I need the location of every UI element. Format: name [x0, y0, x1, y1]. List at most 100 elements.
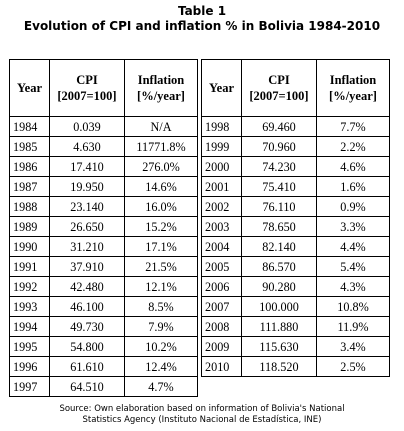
- cell-year: 2002: [201, 196, 242, 217]
- cell-year: 2004: [201, 236, 242, 257]
- table-row: 1988 23.140 16.0%: [9, 196, 198, 217]
- cell-inflation: 4.4%: [316, 236, 390, 257]
- cell-cpi: 0.039: [49, 116, 125, 137]
- cell-inflation: 15.2%: [124, 216, 198, 237]
- cell-year: 1995: [9, 336, 50, 357]
- header-inflation-line1: Inflation: [329, 73, 377, 87]
- cell-cpi: 90.280: [241, 276, 317, 297]
- header-inflation-line1: Inflation: [137, 73, 185, 87]
- table-row: 1989 26.650 15.2%: [9, 216, 198, 237]
- cell-inflation: 4.7%: [124, 376, 198, 397]
- cell-year: 1990: [9, 236, 50, 257]
- table-row: 1995 54.800 10.2%: [9, 336, 198, 357]
- cell-year: 1988: [9, 196, 50, 217]
- cell-year: 2005: [201, 256, 242, 277]
- table-row: 2008 111.880 11.9%: [201, 316, 390, 337]
- cell-inflation: 11.9%: [316, 316, 390, 337]
- table-row: 2009 115.630 3.4%: [201, 336, 390, 357]
- source-note-line2: Statistics Agency (Instituto Nacional de…: [82, 415, 322, 425]
- cell-year: 2008: [201, 316, 242, 337]
- cell-cpi: 82.140: [241, 236, 317, 257]
- cell-cpi: 70.960: [241, 136, 317, 157]
- header-inflation-line2: [%/year]: [137, 89, 185, 103]
- table-row: 2007 100.000 10.8%: [201, 296, 390, 317]
- cell-cpi: 31.210: [49, 236, 125, 257]
- header-cpi-line1: CPI: [76, 73, 98, 87]
- cell-cpi: 75.410: [241, 176, 317, 197]
- header-year: Year: [201, 59, 242, 117]
- header-cpi-line2: [2007=100]: [249, 89, 309, 103]
- table-row: 1993 46.100 8.5%: [9, 296, 198, 317]
- cell-year: 1986: [9, 156, 50, 177]
- table-row: 2006 90.280 4.3%: [201, 276, 390, 297]
- cell-year: 2007: [201, 296, 242, 317]
- header-cpi: CPI [2007=100]: [241, 59, 317, 117]
- cell-cpi: 42.480: [49, 276, 125, 297]
- cell-cpi: 54.800: [49, 336, 125, 357]
- cell-inflation: 276.0%: [124, 156, 198, 177]
- cell-inflation: 14.6%: [124, 176, 198, 197]
- cell-inflation: 0.9%: [316, 196, 390, 217]
- cell-inflation: 17.1%: [124, 236, 198, 257]
- cell-year: 2001: [201, 176, 242, 197]
- table-row: 1994 49.730 7.9%: [9, 316, 198, 337]
- table-row: 1984 0.039 N/A: [9, 116, 198, 137]
- header-inflation-line2: [%/year]: [329, 89, 377, 103]
- table-title: Table 1: [177, 4, 227, 18]
- cell-cpi: 49.730: [49, 316, 125, 337]
- table-row: 1992 42.480 12.1%: [9, 276, 198, 297]
- cell-cpi: 100.000: [241, 296, 317, 317]
- cell-cpi: 76.110: [241, 196, 317, 217]
- cell-inflation: 11771.8%: [124, 136, 198, 157]
- cell-year: 1984: [9, 116, 50, 137]
- cell-inflation: 2.2%: [316, 136, 390, 157]
- cell-cpi: 4.630: [49, 136, 125, 157]
- cell-inflation: 12.1%: [124, 276, 198, 297]
- cell-cpi: 74.230: [241, 156, 317, 177]
- cell-year: 2003: [201, 216, 242, 237]
- cell-cpi: 46.100: [49, 296, 125, 317]
- cell-cpi: 26.650: [49, 216, 125, 237]
- table-row: 2000 74.230 4.6%: [201, 156, 390, 177]
- cell-year: 1996: [9, 356, 50, 377]
- table-row: 2003 78.650 3.3%: [201, 216, 390, 237]
- cell-year: 1994: [9, 316, 50, 337]
- table-row: 1990 31.210 17.1%: [9, 236, 198, 257]
- table-header-row: Year CPI [2007=100] Inflation [%/year]: [201, 59, 390, 117]
- cell-year: 1999: [201, 136, 242, 157]
- header-cpi: CPI [2007=100]: [49, 59, 125, 117]
- cell-year: 1985: [9, 136, 50, 157]
- table-row: 1996 61.610 12.4%: [9, 356, 198, 377]
- cell-cpi: 86.570: [241, 256, 317, 277]
- cell-inflation: 7.9%: [124, 316, 198, 337]
- table-row: 1986 17.410 276.0%: [9, 156, 198, 177]
- header-cpi-line2: [2007=100]: [57, 89, 117, 103]
- cell-year: 2010: [201, 356, 242, 377]
- cell-year: 2000: [201, 156, 242, 177]
- table-header-row: Year CPI [2007=100] Inflation [%/year]: [9, 59, 198, 117]
- table-row: 1998 69.460 7.7%: [201, 116, 390, 137]
- cell-inflation: 16.0%: [124, 196, 198, 217]
- cell-cpi: 37.910: [49, 256, 125, 277]
- table-row: 1999 70.960 2.2%: [201, 136, 390, 157]
- cell-cpi: 64.510: [49, 376, 125, 397]
- cell-inflation: 7.7%: [316, 116, 390, 137]
- cell-year: 1992: [9, 276, 50, 297]
- cell-cpi: 115.630: [241, 336, 317, 357]
- cell-inflation: 1.6%: [316, 176, 390, 197]
- table-row: 2001 75.410 1.6%: [201, 176, 390, 197]
- cell-year: 1998: [201, 116, 242, 137]
- cell-year: 1997: [9, 376, 50, 397]
- cell-year: 2009: [201, 336, 242, 357]
- table-row: 1997 64.510 4.7%: [9, 376, 198, 397]
- cell-cpi: 111.880: [241, 316, 317, 337]
- cell-year: 1987: [9, 176, 50, 197]
- cell-inflation: 3.4%: [316, 336, 390, 357]
- cell-year: 1991: [9, 256, 50, 277]
- cell-year: 1993: [9, 296, 50, 317]
- header-inflation: Inflation [%/year]: [316, 59, 390, 117]
- cell-cpi: 17.410: [49, 156, 125, 177]
- cell-inflation: 4.6%: [316, 156, 390, 177]
- table-row: 1985 4.630 11771.8%: [9, 136, 198, 157]
- table-subtitle: Evolution of CPI and inflation % in Boli…: [23, 19, 381, 33]
